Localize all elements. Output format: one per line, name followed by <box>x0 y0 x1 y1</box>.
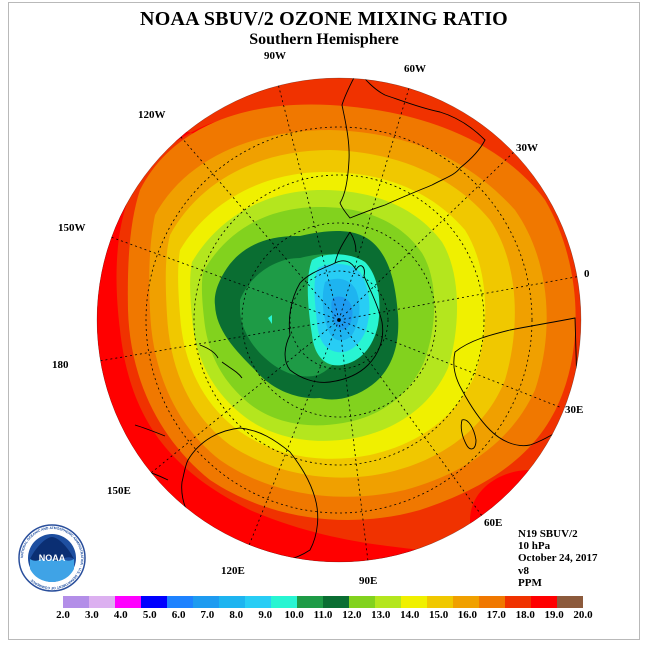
lon-label-30e: 30E <box>565 404 584 416</box>
contour-6 <box>331 296 353 330</box>
legend-swatch <box>557 596 583 608</box>
lon-label-120w: 120W <box>138 109 166 121</box>
legend-tick-label: 13.0 <box>371 609 391 621</box>
legend-tick-label: 20.0 <box>573 609 593 621</box>
lon-label-60w: 60W <box>404 63 426 75</box>
info-block: N19 SBUV/2 10 hPa October 24, 2017 v8 PP… <box>518 528 598 589</box>
legend-swatch <box>531 596 558 608</box>
legend-colorbar <box>63 596 583 608</box>
legend-tick-label: 10.0 <box>284 609 304 621</box>
legend-swatch <box>323 596 350 608</box>
legend-tick-label: 7.0 <box>200 609 215 621</box>
lon-label-0: 0 <box>584 268 590 280</box>
legend-tick-label: 4.0 <box>113 609 128 621</box>
noaa-logo: NOAA NATIONAL OCEANIC AND ATMOSPHERIC AD… <box>18 524 86 592</box>
legend-tick-label: 8.0 <box>229 609 244 621</box>
legend-swatch <box>167 596 194 608</box>
legend-swatch <box>89 596 116 608</box>
map-boundary <box>96 77 582 563</box>
meridians <box>97 78 581 562</box>
legend-swatch <box>115 596 142 608</box>
latitude-circles <box>145 126 533 514</box>
legend-tick-label: 3.0 <box>85 609 99 621</box>
legend-swatch <box>505 596 532 608</box>
legend-tick-label: 6.0 <box>171 609 186 621</box>
legend-swatch <box>193 596 220 608</box>
figure-frame <box>8 2 640 640</box>
legend-swatch <box>349 596 376 608</box>
contour-9-patch <box>268 315 272 324</box>
legend-swatch <box>375 596 402 608</box>
legend-swatch <box>271 596 298 608</box>
legend-swatch <box>219 596 246 608</box>
lon-label-180: 180 <box>52 359 69 371</box>
lon-label-90w: 90W <box>264 50 286 62</box>
lon-label-60e: 60E <box>484 517 503 529</box>
legend-tick-label: 18.0 <box>515 609 535 621</box>
legend-swatch <box>141 596 168 608</box>
legend-tick-label: 12.0 <box>342 609 362 621</box>
legend-swatch <box>63 596 90 608</box>
legend-tick-label: 16.0 <box>457 609 478 621</box>
legend-tick-label: 9.0 <box>258 609 273 621</box>
legend-tick-label: 15.0 <box>428 609 449 621</box>
legend-swatch <box>427 596 454 608</box>
legend-tick-label: 11.0 <box>313 609 333 621</box>
satellite-label: N19 SBUV/2 <box>518 528 578 540</box>
date-label: October 24, 2017 <box>518 552 598 565</box>
legend-swatch <box>453 596 480 608</box>
lon-label-90e: 90E <box>359 575 378 587</box>
lon-label-30w: 30W <box>516 142 538 154</box>
legend-tick-label: 14.0 <box>400 609 420 621</box>
logo-text: NOAA <box>39 553 66 563</box>
legend-swatch <box>245 596 272 608</box>
legend-swatch <box>401 596 428 608</box>
lon-label-150e: 150E <box>107 485 131 497</box>
legend-tick-label: 19.0 <box>544 609 564 621</box>
legend-tick-label: 2.0 <box>56 609 70 621</box>
map-subtitle: Southern Hemisphere <box>249 31 399 48</box>
map-title: NOAA SBUV/2 OZONE MIXING RATIO <box>140 8 508 30</box>
ozone-field <box>97 78 581 562</box>
units-label: PPM <box>518 576 542 589</box>
pressure-level-label: 10 hPa <box>518 540 551 553</box>
legend-tick-label: 17.0 <box>486 609 506 621</box>
lon-label-120e: 120E <box>221 565 245 577</box>
legend-swatch <box>297 596 324 608</box>
legend-tick-label: 5.0 <box>142 609 157 621</box>
version-label: v8 <box>518 564 529 577</box>
legend-swatch <box>479 596 506 608</box>
lon-label-150w: 150W <box>58 222 86 234</box>
